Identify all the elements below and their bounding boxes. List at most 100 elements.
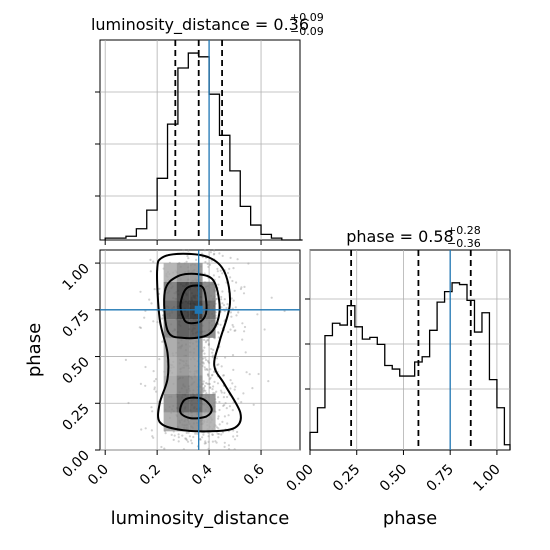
sample-point [195,258,198,261]
sample-point [237,311,240,314]
sample-point [202,433,205,436]
sample-point [227,444,230,447]
phase-histogram [309,282,511,450]
sample-point [228,405,231,408]
sample-point [177,433,180,436]
sample-point [207,339,210,342]
sample-point [209,376,212,379]
panel-frame [99,39,301,241]
sample-point [211,388,214,391]
sample-point [212,385,215,388]
sample-point [248,373,251,376]
sample-point [217,363,220,366]
density-cell [189,412,203,432]
sample-point [220,433,223,436]
sample-point [240,401,243,404]
sample-point [156,321,159,324]
quantile-lines [174,40,223,240]
y-tick-label: 1.00 [59,261,92,294]
sample-point [245,371,248,374]
truth-marker [194,305,203,314]
sample-point [222,304,226,307]
sample-point [173,434,176,437]
sample-point [204,440,207,443]
sample-point [153,386,156,389]
sample-point [217,331,220,334]
x-tick-label: 1.00 [470,462,503,495]
sample-point [217,417,220,420]
sample-point [185,260,188,263]
sample-point [224,402,227,405]
sample-point [203,366,206,369]
sample-point [213,252,216,255]
sample-point [203,249,206,252]
sample-point [202,389,205,392]
sample-point [188,435,191,438]
sample-point [222,374,225,377]
sample-point [209,368,212,371]
sample-point [242,392,245,395]
sample-point [207,360,210,363]
sample-point [243,330,246,333]
sample-point [211,440,214,443]
sample-point [230,315,233,318]
sample-point [203,442,206,445]
sample-point [236,430,239,434]
sample-point [140,428,143,431]
sample-point [231,323,234,327]
density-cell [189,356,203,376]
sample-point [207,343,210,346]
sample-point [149,258,152,261]
sample-point [217,332,220,335]
contour-inner [179,284,208,325]
sample-point [186,255,189,258]
y-tick-label: 0.75 [59,307,92,340]
sample-point [209,251,212,254]
sample-point [161,340,164,343]
sample-point [182,448,185,451]
sample-point [184,437,187,440]
sample-point [206,338,210,341]
sample-point [240,286,243,289]
sample-point [202,390,205,394]
sample-point [185,431,188,434]
x-tick-label: 0.4 [189,461,216,488]
sample-point [209,386,212,389]
sample-point [212,253,215,256]
sample-point [216,267,219,270]
sample-point [213,380,216,383]
sample-point [206,368,209,372]
sample-point [234,385,237,388]
sample-point [217,436,220,439]
sample-point [139,382,142,385]
sample-point [239,287,242,291]
sample-point [208,361,211,364]
sample-point [216,297,219,301]
sample-point [194,432,197,435]
sample-point [149,270,152,273]
sample-point [221,290,224,293]
sample-point [213,392,216,395]
sample-point [229,379,232,382]
grid [309,250,510,450]
tick-marks [305,298,498,455]
x-tick-label: 0.6 [241,461,268,488]
sample-point [206,359,210,362]
sample-point [204,358,208,362]
sample-point [201,436,204,439]
sample-point [200,252,204,255]
density-cell [163,356,177,376]
sample-point [208,263,212,266]
sample-point [204,260,207,264]
sample-point [223,404,226,407]
sample-point [225,307,228,310]
tick-marks [95,91,262,245]
sample-point [202,380,205,383]
x-tick-label: 0.50 [377,462,410,495]
sample-point [232,267,235,270]
sample-point [185,438,188,442]
sample-point [241,338,244,341]
sample-point [224,356,227,359]
sample-point [211,356,214,359]
contour-middle [163,272,221,340]
